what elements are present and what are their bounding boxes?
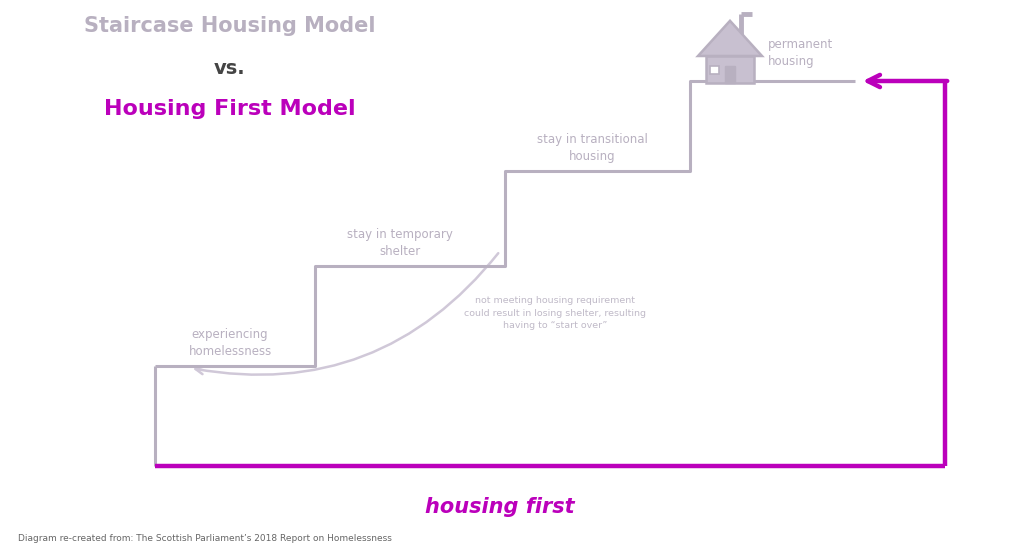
- Text: stay in transitional
housing: stay in transitional housing: [537, 133, 648, 163]
- Bar: [710, 66, 719, 74]
- Polygon shape: [698, 21, 762, 56]
- Text: stay in temporary
shelter: stay in temporary shelter: [347, 228, 453, 258]
- Text: Staircase Housing Model: Staircase Housing Model: [84, 16, 376, 36]
- Bar: [706, 56, 754, 83]
- Text: Diagram re-created from: The Scottish Parliament’s 2018 Report on Homelessness: Diagram re-created from: The Scottish Pa…: [18, 534, 392, 543]
- Text: experiencing
homelessness: experiencing homelessness: [188, 328, 271, 358]
- Bar: [725, 66, 735, 83]
- Text: permanent
housing: permanent housing: [768, 38, 834, 68]
- Text: not meeting housing requirement
could result in losing shelter, resulting
having: not meeting housing requirement could re…: [464, 296, 646, 330]
- Text: vs.: vs.: [214, 59, 246, 78]
- Text: housing first: housing first: [425, 497, 574, 517]
- Text: Housing First Model: Housing First Model: [104, 99, 355, 119]
